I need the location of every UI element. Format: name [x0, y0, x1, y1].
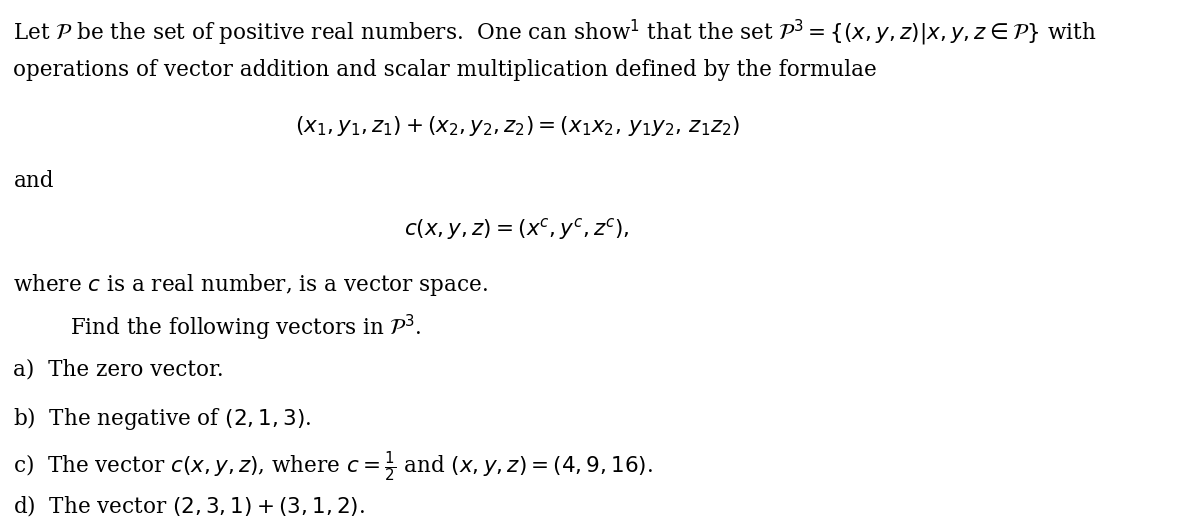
Text: Let $\mathcal{P}$ be the set of positive real numbers.  One can show$^1$ that th: Let $\mathcal{P}$ be the set of positive… [13, 18, 1097, 48]
Text: d)  The vector $(2, 3, 1) + (3, 1, 2)$.: d) The vector $(2, 3, 1) + (3, 1, 2)$. [13, 492, 366, 517]
Text: operations of vector addition and scalar multiplication defined by the formulae: operations of vector addition and scalar… [13, 58, 877, 81]
Text: $c(x, y, z) = (x^c, y^c, z^c),$: $c(x, y, z) = (x^c, y^c, z^c),$ [404, 216, 630, 242]
Text: b)  The negative of $(2, 1, 3)$.: b) The negative of $(2, 1, 3)$. [13, 404, 312, 431]
Text: a)  The zero vector.: a) The zero vector. [13, 359, 224, 381]
Text: $(x_1, y_1, z_1) + (x_2, y_2, z_2) = (x_1 x_2,\, y_1 y_2,\, z_1 z_2)$: $(x_1, y_1, z_1) + (x_2, y_2, z_2) = (x_… [294, 115, 740, 139]
Text: where $c$ is a real number, is a vector space.: where $c$ is a real number, is a vector … [13, 272, 488, 298]
Text: c)  The vector $c(x, y, z)$, where $c = \frac{1}{2}$ and $(x, y, z) = (4, 9, 16): c) The vector $c(x, y, z)$, where $c = \… [13, 449, 654, 483]
Text: Find the following vectors in $\mathcal{P}^3$.: Find the following vectors in $\mathcal{… [71, 313, 421, 343]
Text: and: and [13, 170, 54, 192]
